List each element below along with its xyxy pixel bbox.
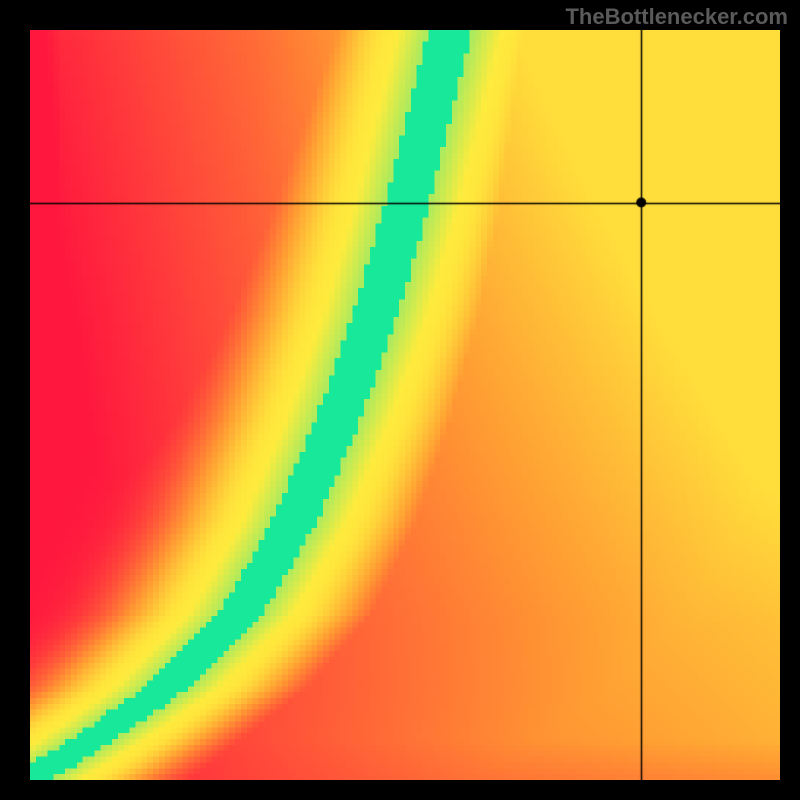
- chart-container: TheBottlenecker.com: [0, 0, 800, 800]
- bottleneck-heatmap: [30, 30, 780, 780]
- watermark-text: TheBottlenecker.com: [565, 4, 788, 30]
